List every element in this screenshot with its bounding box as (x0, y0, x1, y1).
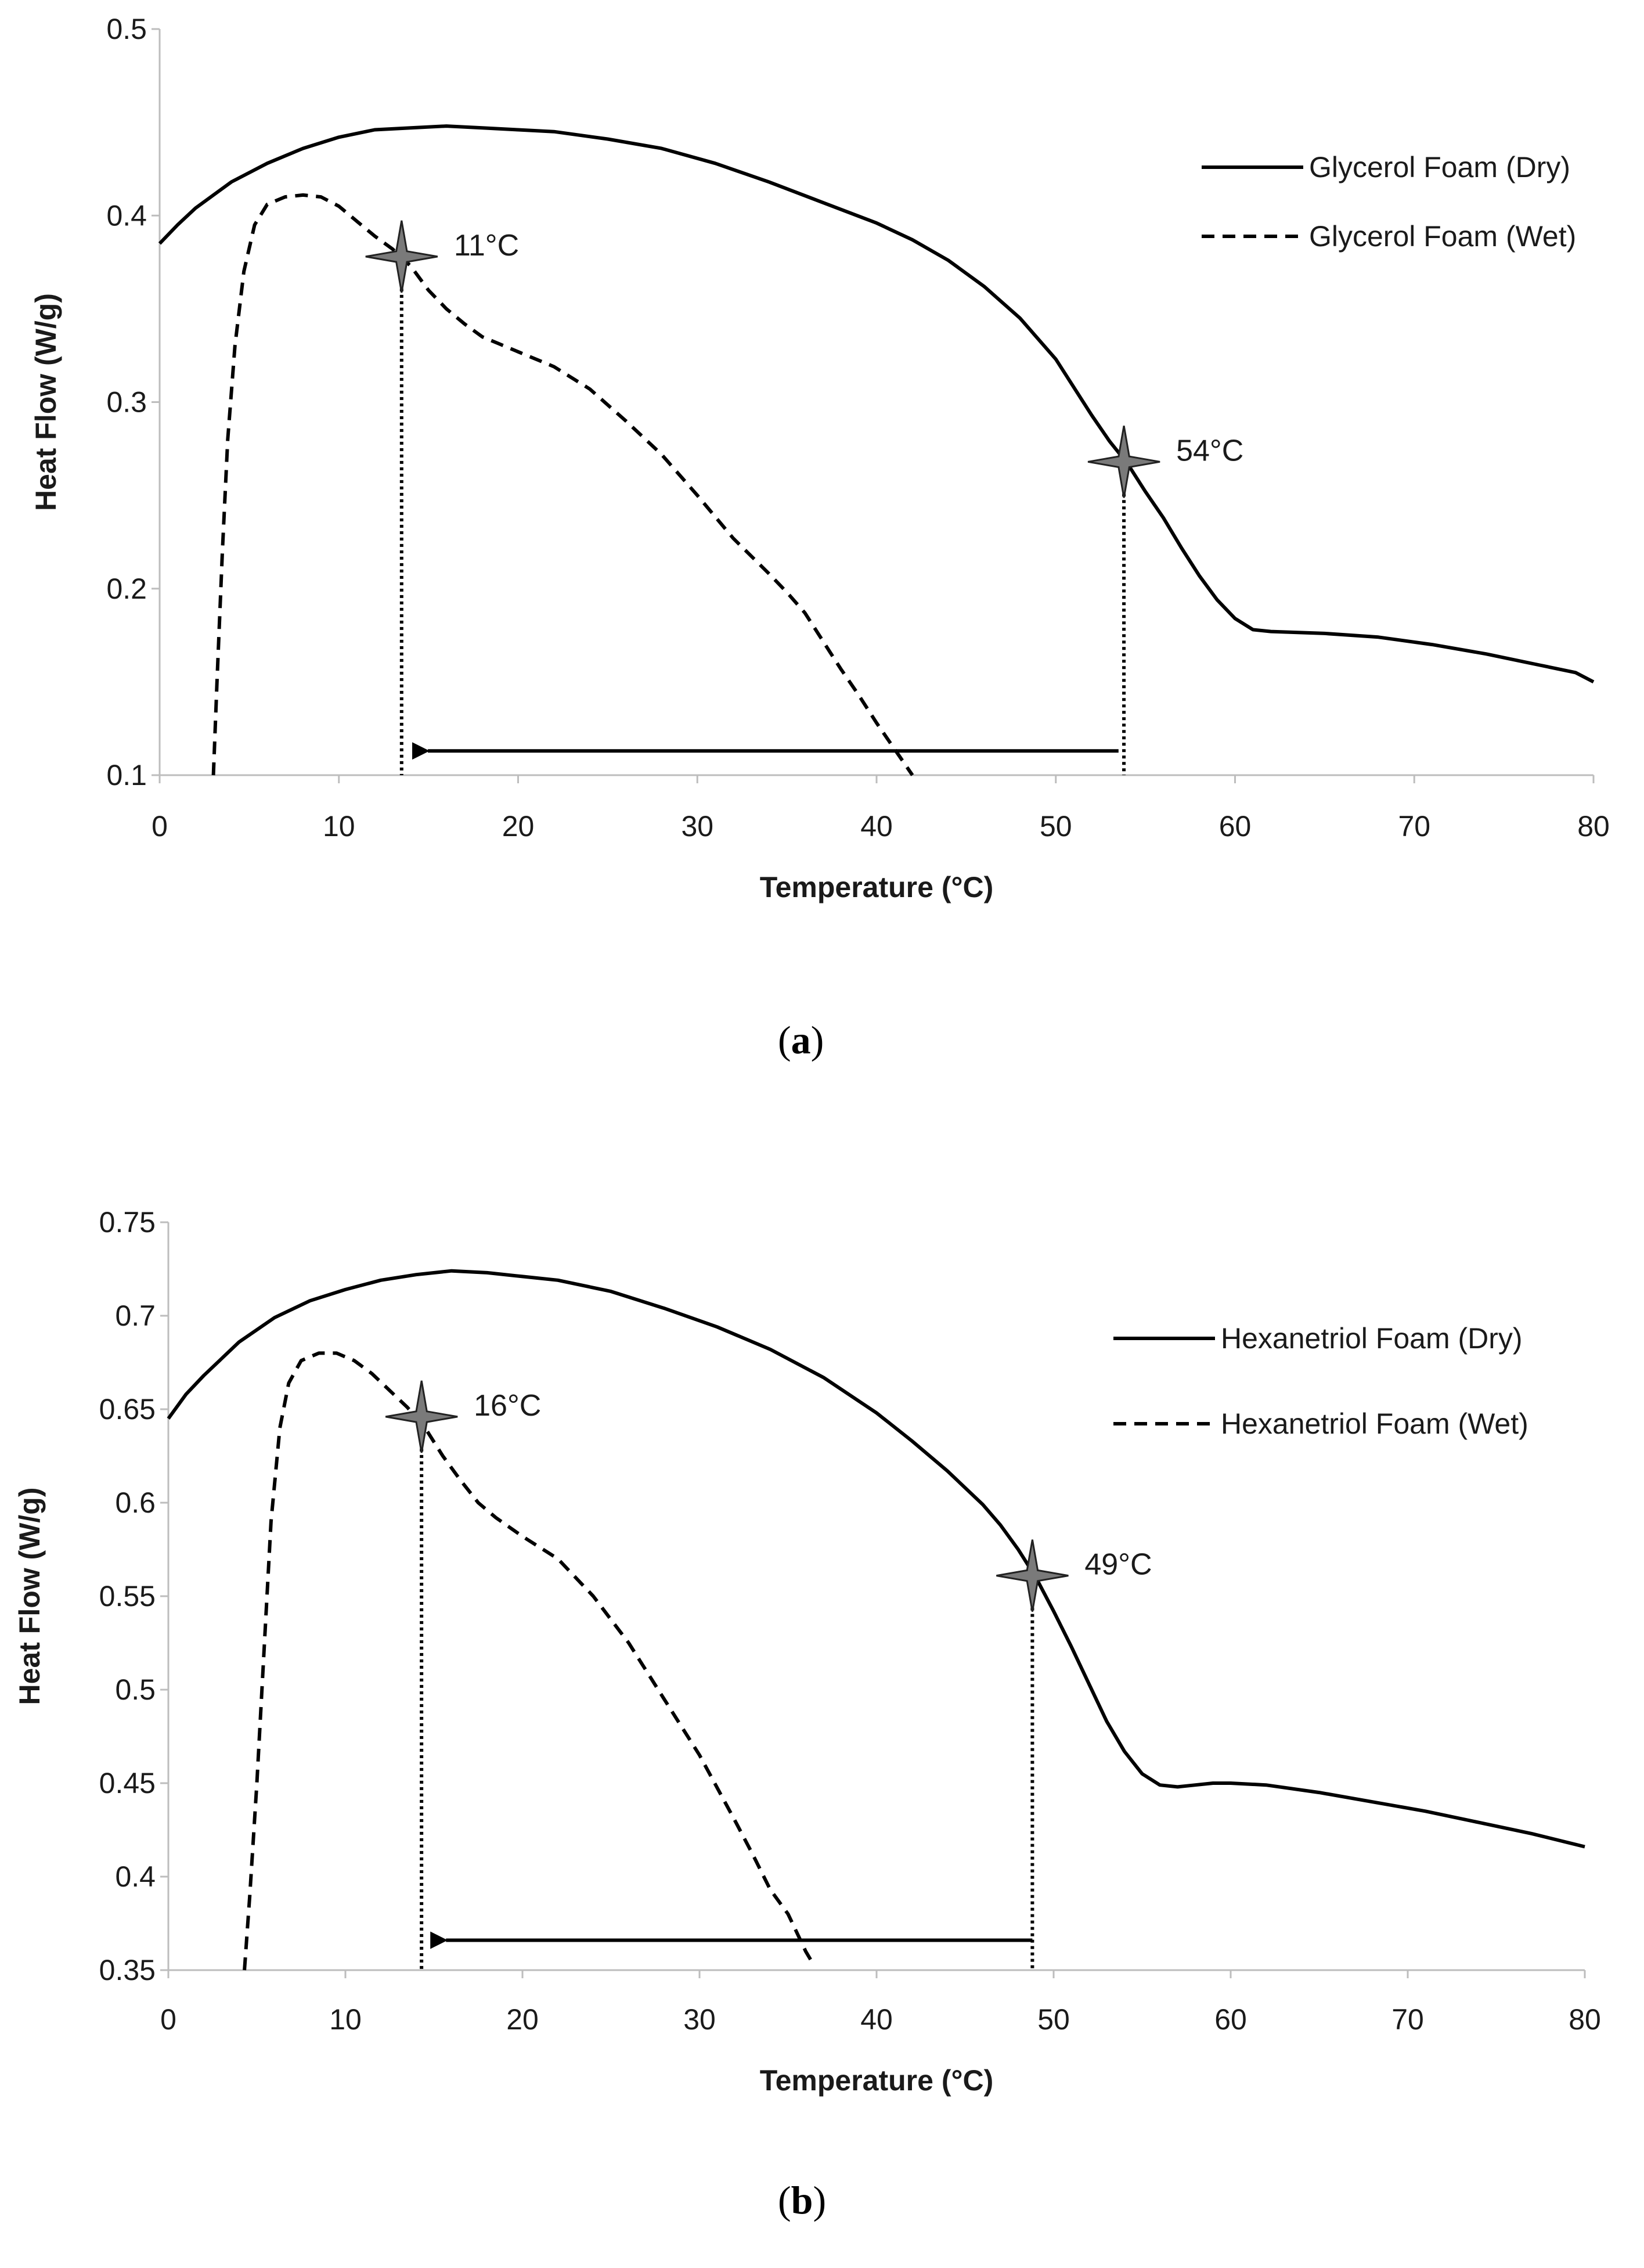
y-tick-label: 0.75 (99, 1206, 156, 1239)
x-tick-label: 20 (502, 810, 535, 843)
y-tick-label: 0.5 (106, 13, 147, 45)
x-tick-label: 80 (1569, 2003, 1601, 2036)
panel-caption-a: (a) (778, 1018, 824, 1062)
y-tick-label: 0.4 (115, 1860, 156, 1893)
x-tick-label: 60 (1219, 810, 1252, 843)
star-marker-icon (365, 220, 438, 293)
star-marker-icon (996, 1539, 1069, 1612)
x-tick-label: 50 (1037, 2003, 1070, 2036)
x-tick-label: 30 (683, 2003, 716, 2036)
x-tick-label: 10 (323, 810, 355, 843)
caption-letter-a: a (791, 1018, 811, 1062)
x-tick-label: 40 (860, 2003, 893, 2036)
chart-b: 0.35 0.4 0.45 0.5 0.55 0.6 0.65 0.7 0.75 0 10 20 30 4… (13, 1206, 1601, 2097)
y-tick-label: 0.6 (115, 1486, 156, 1519)
star-marker-icon (1087, 426, 1160, 498)
x-axis-title: Temperature (°C) (760, 2064, 993, 2097)
marker-label: 54°C (1176, 434, 1243, 467)
marker-label: 16°C (474, 1389, 541, 1423)
x-tick-label: 40 (860, 810, 893, 843)
y-tick-label: 0.1 (106, 759, 147, 791)
y-axis-title: Heat Flow (W/g) (13, 1488, 46, 1705)
x-tick-label: 70 (1398, 810, 1430, 843)
series-line-wet (211, 193, 914, 776)
chart-a: 0.1 0.2 0.3 0.4 0.5 0 10 20 30 40 50 60 70 80 Temperat… (30, 13, 1610, 903)
y-tick-label: 0.45 (99, 1767, 156, 1799)
legend-label: Hexanetriol Foam (Dry) (1221, 1322, 1523, 1355)
panel-caption-b: (b) (778, 2178, 827, 2222)
x-tick-label: 30 (681, 810, 713, 843)
y-tick-label: 0.65 (99, 1393, 156, 1425)
caption-letter-b: b (791, 2178, 813, 2222)
y-tick-label: 0.2 (106, 573, 147, 605)
marker-label: 49°C (1084, 1548, 1152, 1582)
legend-label: Glycerol Foam (Dry) (1309, 151, 1570, 183)
series-line-dry (167, 1269, 1585, 1849)
x-tick-label: 60 (1214, 2003, 1247, 2036)
x-tick-label: 80 (1577, 810, 1610, 843)
x-axis-title: Temperature (°C) (760, 871, 993, 903)
x-tick-label: 10 (329, 2003, 362, 2036)
y-tick-label: 0.3 (106, 386, 147, 419)
legend-label: Glycerol Foam (Wet) (1309, 220, 1576, 253)
y-tick-label: 0.5 (115, 1673, 156, 1706)
x-tick-label: 50 (1040, 810, 1072, 843)
y-axis-title: Heat Flow (W/g) (30, 293, 62, 511)
y-tick-label: 0.7 (115, 1299, 156, 1332)
y-tick-label: 0.35 (99, 1954, 156, 1986)
y-tick-label: 0.4 (106, 199, 147, 232)
legend-label: Hexanetriol Foam (Wet) (1221, 1407, 1528, 1440)
series-line-dry (158, 124, 1595, 684)
x-tick-label: 0 (160, 2003, 176, 2036)
x-tick-label: 0 (152, 810, 168, 843)
chart-panel-b: 0.35 0.4 0.45 0.5 0.55 0.6 0.65 0.7 0.75 0 10 20 30 4… (0, 1132, 1644, 2265)
x-tick-label: 70 (1391, 2003, 1424, 2036)
marker-label: 11°C (454, 229, 519, 262)
series-line-wet (243, 1351, 816, 1971)
x-tick-label: 20 (506, 2003, 539, 2036)
chart-panel-a: 0.1 0.2 0.3 0.4 0.5 0 10 20 30 40 50 60 70 80 Temperat… (0, 0, 1644, 1132)
y-tick-label: 0.55 (99, 1580, 156, 1612)
star-marker-icon (385, 1380, 458, 1453)
